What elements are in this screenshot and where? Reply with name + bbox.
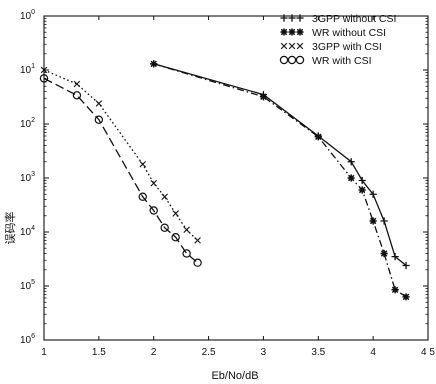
data-point bbox=[259, 93, 268, 101]
series-line bbox=[43, 77, 199, 264]
x-tick-label: 4 5 bbox=[421, 347, 435, 358]
legend-entry: 3GPP with CSI bbox=[280, 41, 382, 53]
series-line bbox=[153, 63, 407, 267]
y-tick-exponent: 0 bbox=[31, 9, 35, 16]
legend-marker bbox=[296, 28, 304, 36]
x-axis-title: Eb/No/dB bbox=[211, 370, 258, 382]
y-tick-label: 100 bbox=[20, 9, 35, 22]
legend-marker bbox=[280, 14, 288, 22]
y-tick-label: 101 bbox=[20, 63, 35, 76]
data-point bbox=[347, 158, 355, 166]
legend-entry: WR with CSI bbox=[279, 55, 372, 67]
data-point bbox=[391, 286, 399, 294]
y-tick-label: 102 bbox=[20, 117, 35, 130]
y-tick-exponent: 1 bbox=[31, 63, 35, 70]
data-point bbox=[391, 253, 399, 261]
y-tick-label: 103 bbox=[20, 171, 35, 184]
legend-marker bbox=[280, 42, 288, 50]
data-point bbox=[39, 74, 49, 83]
x-tick-label: 2.5 bbox=[202, 347, 216, 358]
data-point bbox=[138, 192, 147, 201]
data-point bbox=[380, 217, 388, 225]
legend-label: 3GPP with CSI bbox=[312, 41, 382, 53]
data-point bbox=[171, 233, 180, 242]
legend-entry: 3GPP without CSI bbox=[280, 13, 396, 25]
data-point bbox=[73, 80, 81, 88]
data-point bbox=[94, 115, 104, 124]
legend-marker bbox=[280, 28, 288, 36]
y-tick-exponent: 5 bbox=[31, 279, 35, 286]
legend: 3GPP without CSI WR without CSI 3GPP with … bbox=[279, 13, 396, 67]
data-point bbox=[40, 66, 48, 74]
x-tick-label: 4 bbox=[370, 347, 376, 358]
legend-marker bbox=[287, 55, 297, 65]
data-point bbox=[150, 179, 157, 187]
series-plus bbox=[150, 60, 410, 270]
data-point bbox=[172, 210, 179, 217]
legend-marker bbox=[288, 42, 296, 50]
x-tick-label: 2 bbox=[151, 347, 157, 358]
data-point bbox=[95, 100, 103, 107]
legend-marker bbox=[296, 42, 304, 50]
legend-marker bbox=[295, 55, 305, 65]
data-point bbox=[314, 133, 322, 141]
x-tick-label: 3.5 bbox=[311, 347, 325, 358]
x-tick-label: 3 bbox=[261, 347, 267, 358]
data-point bbox=[161, 193, 168, 200]
legend-label: WR without CSI bbox=[312, 27, 386, 39]
y-tick-exponent: 2 bbox=[31, 117, 35, 124]
series-star bbox=[150, 60, 410, 301]
data-point bbox=[369, 217, 377, 225]
legend-marker bbox=[288, 28, 296, 36]
plot-series bbox=[39, 60, 410, 301]
y-tick-exponent: 6 bbox=[31, 333, 35, 340]
x-tick-label: 1.5 bbox=[92, 347, 106, 358]
data-point bbox=[160, 223, 169, 232]
data-point bbox=[72, 91, 82, 100]
y-tick-exponent: 3 bbox=[31, 171, 35, 178]
data-point bbox=[369, 190, 377, 198]
series-x bbox=[40, 66, 201, 244]
data-point bbox=[358, 176, 366, 185]
legend-marker bbox=[279, 55, 289, 65]
data-point bbox=[193, 258, 202, 267]
series-circle bbox=[39, 74, 202, 267]
y-tick-label: 104 bbox=[20, 225, 35, 238]
y-axis-title: 误码率 bbox=[3, 212, 17, 245]
data-point bbox=[182, 249, 191, 258]
data-point bbox=[358, 186, 366, 194]
data-point bbox=[347, 174, 355, 182]
data-point bbox=[380, 249, 388, 258]
series-line bbox=[153, 63, 407, 298]
data-point bbox=[402, 293, 410, 301]
data-point bbox=[139, 160, 147, 168]
legend-label: WR with CSI bbox=[312, 55, 372, 67]
data-point bbox=[194, 237, 201, 244]
legend-label: 3GPP without CSI bbox=[312, 13, 396, 25]
x-tick-label: 1 bbox=[41, 347, 47, 358]
data-point bbox=[150, 60, 158, 68]
y-tick-exponent: 4 bbox=[31, 225, 35, 232]
data-point bbox=[402, 261, 410, 270]
y-tick-label: 106 bbox=[20, 333, 35, 346]
data-point bbox=[149, 206, 158, 215]
data-point bbox=[183, 226, 190, 234]
legend-entry: WR without CSI bbox=[280, 27, 386, 39]
legend-marker bbox=[288, 14, 296, 22]
y-tick-label: 105 bbox=[20, 279, 35, 292]
legend-marker bbox=[296, 14, 304, 22]
